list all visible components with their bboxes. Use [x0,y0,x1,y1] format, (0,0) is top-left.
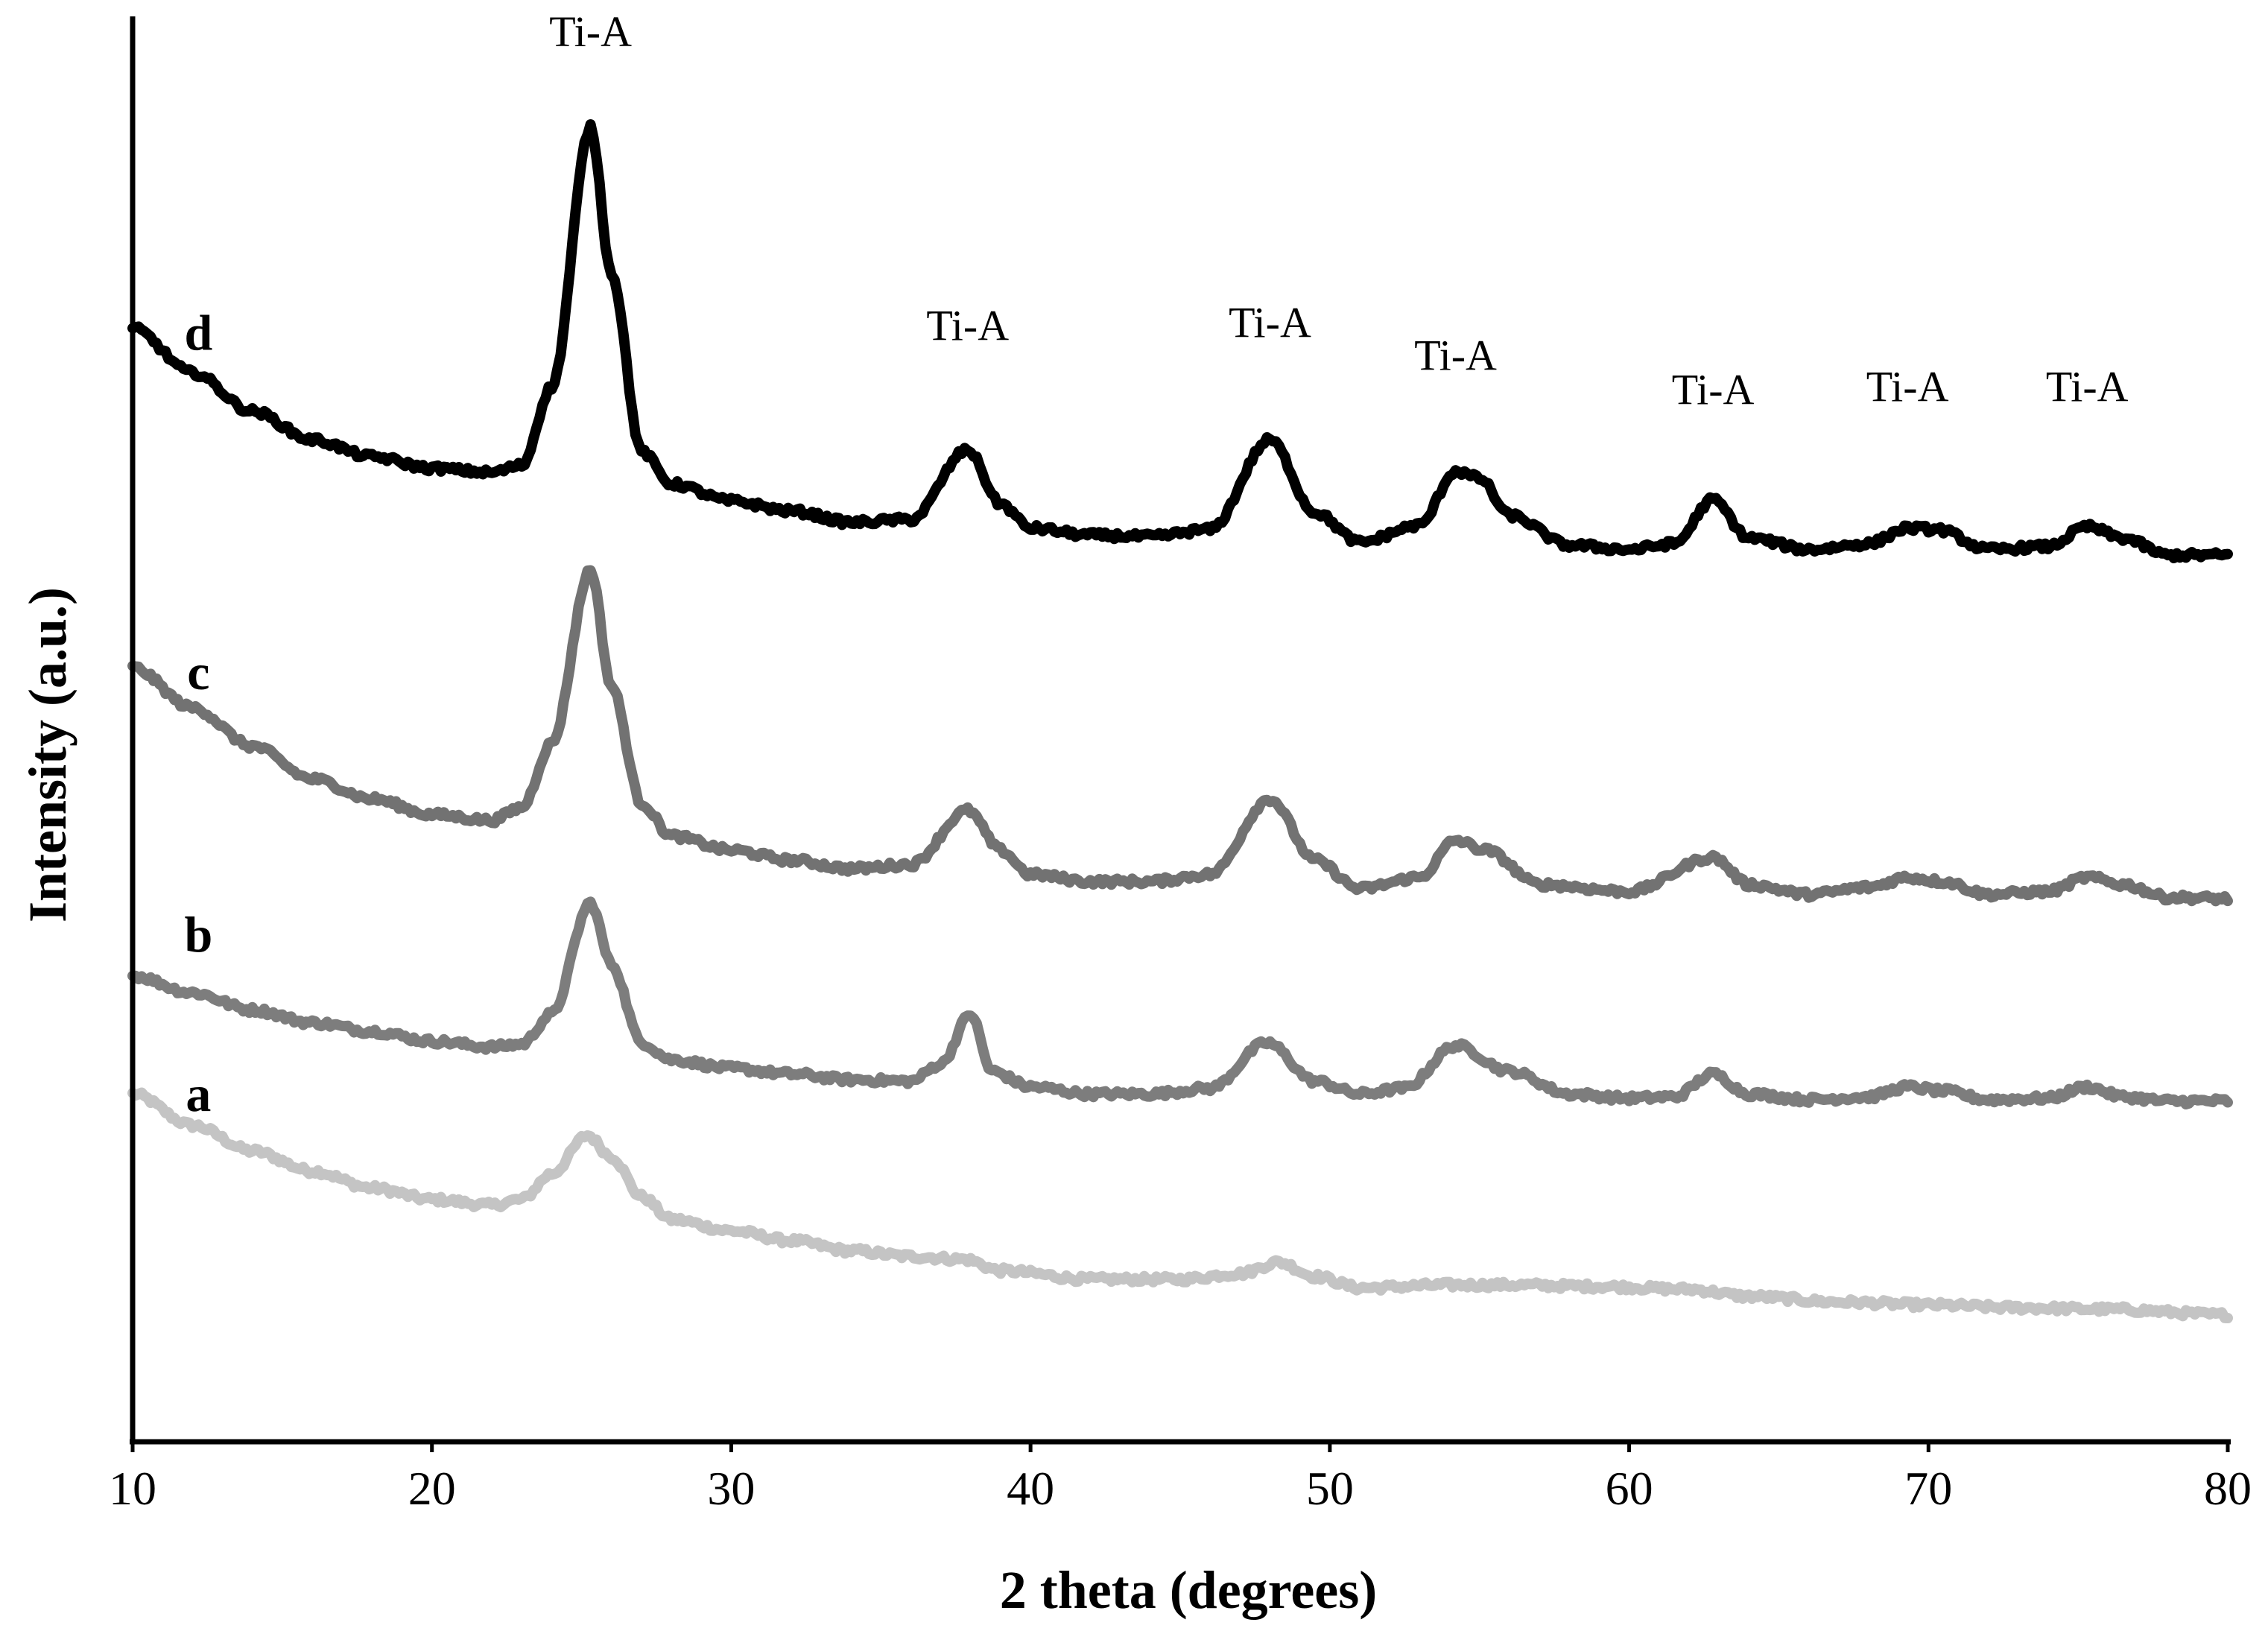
peak-annotation: Ti-A [1866,363,1949,411]
series-label-c: c [187,644,209,700]
series-label-b: b [184,906,212,963]
series-label-d: d [184,305,212,361]
peak-annotation: Ti-A [2046,363,2129,411]
x-tick-label: 10 [109,1462,156,1515]
series-layer [127,119,2233,1323]
series-line-a [127,1087,2233,1323]
peak-annotation: Ti-A [1414,331,1497,379]
peak-annotation: Ti-A [926,301,1009,349]
x-tick-label: 40 [1007,1462,1054,1515]
y-axis-title: Intensity (a.u.) [18,587,77,922]
x-tick-label: 50 [1306,1462,1354,1515]
x-axis-title: 2 theta (degrees) [1000,1560,1378,1620]
series-line-d [127,119,2233,563]
series-labels: a b c d [184,305,212,1123]
x-tick-label: 60 [1606,1462,1653,1515]
peak-annotation: Ti-A [1672,365,1755,414]
x-tick-label: 20 [408,1462,456,1515]
series-line-c [127,565,2233,907]
x-tick-label: 80 [2204,1462,2252,1515]
series-label-a: a [186,1065,211,1122]
peak-annotation: Ti-A [1229,298,1311,346]
x-ticks: 10 20 30 40 50 60 70 80 [109,1442,2252,1515]
x-tick-label: 70 [1904,1462,1952,1515]
series-line-b [127,896,2233,1109]
peak-annotations: Ti-A Ti-A Ti-A Ti-A Ti-A Ti-A Ti-A [549,7,2128,414]
peak-annotation: Ti-A [549,7,632,56]
x-tick-label: 30 [707,1462,755,1515]
